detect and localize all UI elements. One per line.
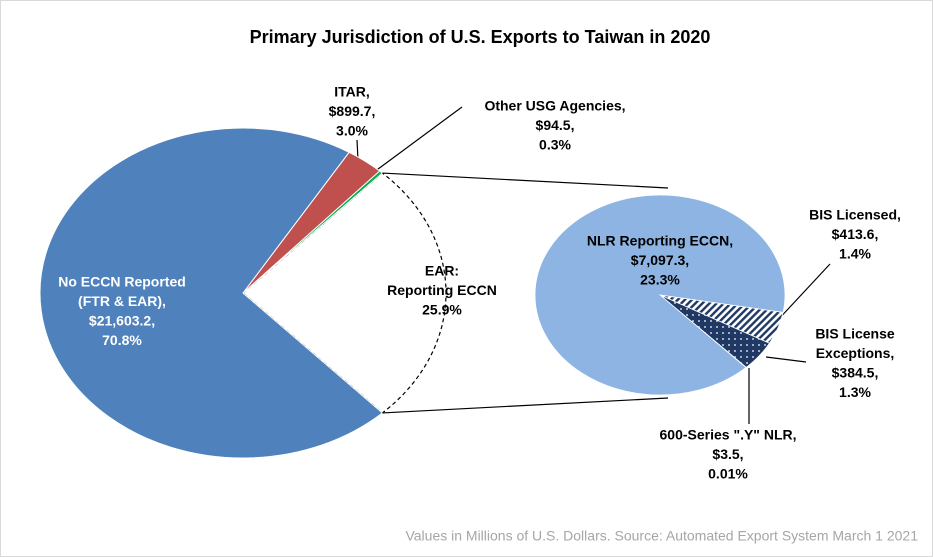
slice-label: ITAR, — [334, 84, 370, 100]
slice-label: $3.5, — [712, 446, 743, 462]
slice-label: 3.0% — [336, 123, 368, 139]
slice-label: 0.01% — [708, 466, 748, 482]
leader-line — [775, 263, 831, 323]
slice-label: $21,603.2, — [89, 313, 155, 329]
slice-label: $384.5, — [832, 365, 879, 381]
slice-label: $413.6, — [832, 226, 879, 242]
slice-label: 600-Series ".Y" NLR, — [660, 427, 797, 443]
slice-label: EAR: — [425, 263, 459, 279]
slice-label: $7,097.3, — [631, 252, 689, 268]
slice-label: 1.4% — [839, 246, 871, 262]
pie-slice — [242, 172, 447, 414]
slice-label: BIS Licensed, — [809, 207, 901, 223]
slice-label: BIS License — [815, 326, 895, 342]
slice-label: $899.7, — [329, 103, 376, 119]
slice-label: 1.3% — [839, 384, 871, 400]
slice-label: $94.5, — [536, 117, 575, 133]
leader-line — [765, 356, 807, 363]
slice-label: 25.9% — [422, 302, 462, 318]
slice-label: 0.3% — [539, 137, 571, 153]
slice-label: (FTR & EAR), — [78, 293, 166, 309]
slice-label: NLR Reporting ECCN, — [587, 233, 733, 249]
slice-label: 23.3% — [640, 272, 680, 288]
slice-label: No ECCN Reported — [58, 274, 186, 290]
connector-line — [382, 172, 669, 189]
slice-label: Other USG Agencies, — [484, 98, 625, 114]
slice-label: Exceptions, — [816, 345, 895, 361]
pie-slice — [534, 194, 786, 396]
slice-label: 70.8% — [102, 332, 142, 348]
leader-line — [373, 106, 463, 173]
connector-line — [382, 397, 669, 414]
pie-slice — [39, 127, 384, 459]
slice-label: Reporting ECCN — [387, 282, 497, 298]
chart-title: Primary Jurisdiction of U.S. Exports to … — [250, 27, 711, 47]
footnote: Values in Millions of U.S. Dollars. Sour… — [405, 528, 918, 544]
